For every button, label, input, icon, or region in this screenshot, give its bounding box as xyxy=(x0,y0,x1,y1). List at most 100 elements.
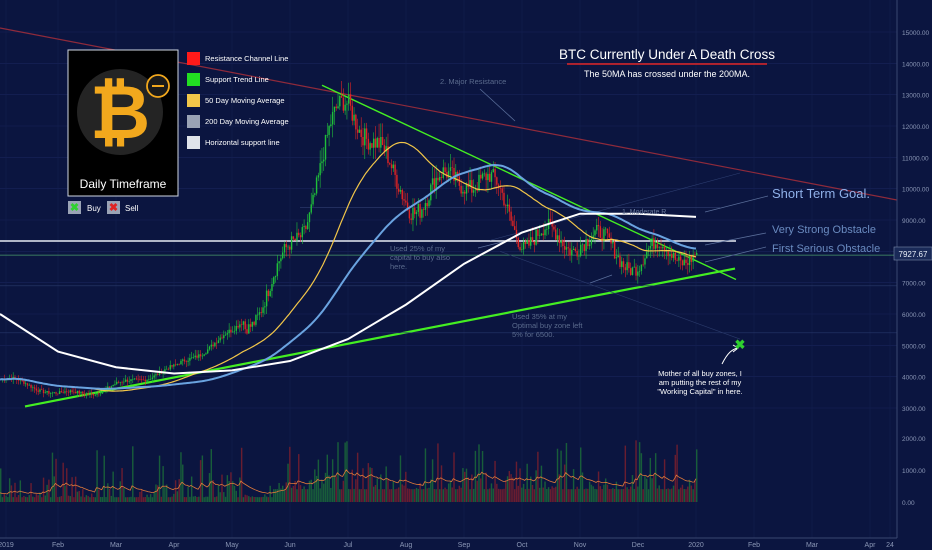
candle-body xyxy=(431,178,434,185)
candle-body xyxy=(219,337,221,341)
candle-body xyxy=(483,173,486,175)
time-tick-label: Jul xyxy=(344,542,353,549)
volume-bar xyxy=(401,484,403,502)
candle-body xyxy=(287,246,289,248)
candle-body xyxy=(355,114,357,130)
volume-bar xyxy=(637,486,639,502)
volume-bar xyxy=(221,474,223,502)
candle-body xyxy=(335,106,337,109)
candle-body xyxy=(278,261,280,264)
volume-bar xyxy=(39,492,41,502)
svg-text:Used 25% of my: Used 25% of my xyxy=(390,244,445,253)
candle-body xyxy=(190,357,193,359)
candle-body xyxy=(256,314,259,316)
volume-bar xyxy=(144,496,146,502)
volume-bar xyxy=(553,487,555,502)
candle-body xyxy=(487,173,489,181)
volume-bar xyxy=(663,459,666,502)
volume-bar xyxy=(151,497,154,502)
price-tick-label: 11000.00 xyxy=(902,155,929,162)
candle-body xyxy=(87,393,89,395)
volume-bar xyxy=(558,474,561,502)
volume-bar xyxy=(223,492,225,502)
volume-bar xyxy=(107,483,109,502)
volume-bar xyxy=(103,455,105,502)
candle-body xyxy=(306,222,309,230)
volume-bar xyxy=(696,449,698,502)
price-tick-label: 10000.00 xyxy=(902,187,929,194)
candle-body xyxy=(649,245,652,249)
candle-body xyxy=(663,246,666,252)
volume-bar xyxy=(126,497,129,502)
volume-bar xyxy=(365,489,368,502)
candle-body xyxy=(449,167,452,171)
candle-body xyxy=(269,290,271,297)
volume-bar xyxy=(74,476,77,502)
candle-body xyxy=(494,169,496,178)
volume-bar xyxy=(273,489,275,502)
candle-body xyxy=(289,246,291,250)
volume-bar xyxy=(565,443,568,502)
candle-body xyxy=(224,334,227,336)
volume-bar xyxy=(196,497,198,502)
volume-bar xyxy=(66,468,68,502)
candle-body xyxy=(130,379,132,382)
candle-body xyxy=(157,374,159,375)
candle-body xyxy=(406,202,409,210)
candle-body xyxy=(303,226,305,228)
candle-body xyxy=(521,249,523,250)
volume-bar xyxy=(69,496,72,502)
volume-bar xyxy=(571,489,573,502)
time-tick-label: Jun xyxy=(284,542,295,549)
candle-body xyxy=(55,392,57,394)
candle-body xyxy=(517,238,519,248)
candle-body xyxy=(481,173,484,179)
candle-body xyxy=(314,193,316,195)
candle-body xyxy=(44,392,47,394)
volume-bar xyxy=(371,468,373,502)
candle-body xyxy=(155,374,157,376)
candle-body xyxy=(39,389,41,392)
volume-bar xyxy=(460,487,462,502)
volume-bar xyxy=(212,480,214,502)
legend: Resistance Channel Line Support Trend Lin… xyxy=(187,52,289,149)
volume-bar xyxy=(547,487,550,502)
candle-body xyxy=(187,360,189,362)
candle-body xyxy=(574,248,577,251)
candle-body xyxy=(356,129,359,133)
volume-bar xyxy=(462,468,464,502)
candle-body xyxy=(258,312,261,315)
volume-bar xyxy=(563,464,566,502)
volume-bar xyxy=(526,463,528,502)
volume-bar xyxy=(24,496,27,502)
volume-bar xyxy=(372,486,375,502)
price-tick-label: 4000.00 xyxy=(902,375,926,382)
legend-swatch xyxy=(187,115,200,128)
volume-bar xyxy=(321,479,323,502)
candle-body xyxy=(442,167,445,178)
volume-bar xyxy=(430,479,432,502)
volume-bar xyxy=(299,485,302,502)
legend-label: Resistance Channel Line xyxy=(205,54,288,63)
volume-bar xyxy=(326,454,329,502)
volume-bar xyxy=(32,496,34,502)
candle-body xyxy=(644,258,646,265)
candle-body xyxy=(62,392,64,394)
candle-body xyxy=(358,129,361,133)
candle-body xyxy=(688,255,691,266)
candle-body xyxy=(696,252,698,256)
candle-body xyxy=(476,189,478,191)
candle-body xyxy=(46,391,48,393)
volume-bar xyxy=(606,484,609,502)
volume-bar xyxy=(256,497,259,502)
ma100-line xyxy=(0,164,697,390)
candle-body xyxy=(389,163,391,165)
candle-body xyxy=(60,391,63,393)
volume-bar xyxy=(232,481,234,502)
price-tick-label: 6000.00 xyxy=(902,312,926,319)
volume-bar xyxy=(349,489,352,502)
volume-bar xyxy=(442,489,445,502)
legend-swatch xyxy=(187,136,200,149)
volume-bar xyxy=(449,480,452,502)
candle-body xyxy=(374,138,377,148)
